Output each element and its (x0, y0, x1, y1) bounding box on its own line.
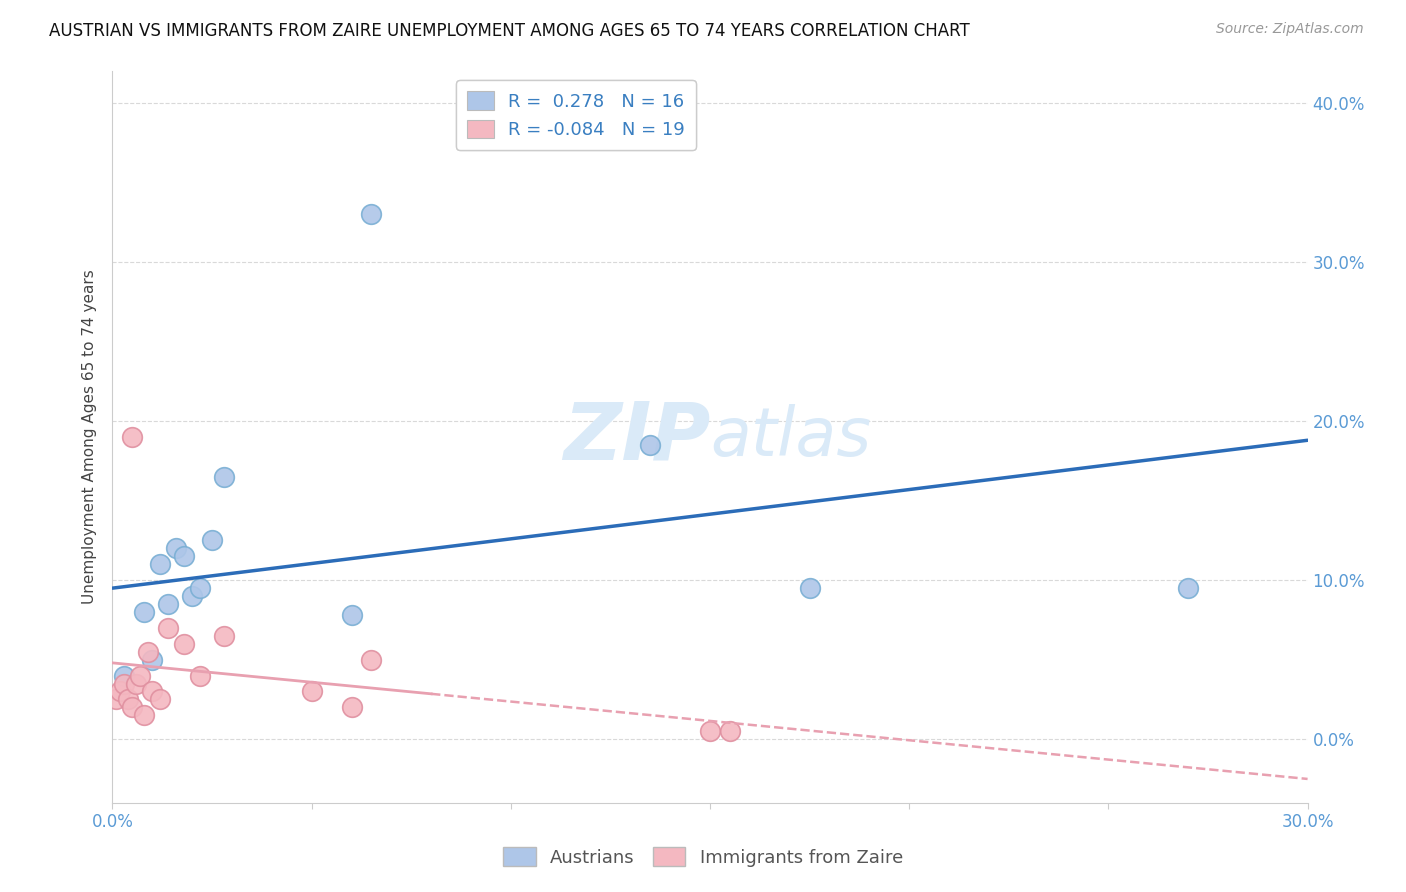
Point (121, 430, 143, 444)
Point (799, 581, 821, 595)
Point (138, 645, 160, 659)
Point (117, 692, 139, 706)
Point (173, 549, 195, 564)
Point (718, 724, 741, 739)
Point (340, 700, 363, 714)
Point (134, 605, 156, 619)
Point (173, 637, 195, 651)
Text: AUSTRIAN VS IMMIGRANTS FROM ZAIRE UNEMPLOYMENT AMONG AGES 65 TO 74 YEARS CORRELA: AUSTRIAN VS IMMIGRANTS FROM ZAIRE UNEMPL… (49, 22, 970, 40)
Point (212, 629, 235, 643)
Point (105, 692, 128, 706)
Point (141, 684, 163, 698)
Text: Source: ZipAtlas.com: Source: ZipAtlas.com (1216, 22, 1364, 37)
Point (181, 589, 204, 603)
Point (114, 676, 135, 690)
Point (640, 438, 662, 452)
Point (1177, 581, 1199, 595)
Legend: Austrians, Immigrants from Zaire: Austrians, Immigrants from Zaire (496, 840, 910, 874)
Point (134, 708, 156, 723)
Text: atlas: atlas (710, 404, 872, 470)
Point (114, 668, 135, 682)
Point (129, 668, 152, 682)
Point (157, 597, 180, 611)
Y-axis label: Unemployment Among Ages 65 to 74 years: Unemployment Among Ages 65 to 74 years (82, 269, 97, 605)
Point (141, 653, 163, 667)
Point (340, 608, 363, 623)
Point (121, 700, 143, 714)
Point (188, 581, 211, 595)
Point (110, 684, 132, 698)
Point (188, 668, 211, 682)
Point (699, 724, 721, 739)
Point (301, 684, 323, 698)
Point (360, 653, 382, 667)
Point (149, 558, 172, 572)
Point (201, 533, 224, 548)
Point (165, 541, 187, 556)
Text: ZIP: ZIP (562, 398, 710, 476)
Legend: R =  0.278   N = 16, R = -0.084   N = 19: R = 0.278 N = 16, R = -0.084 N = 19 (456, 80, 696, 150)
Point (360, 207, 382, 221)
Point (149, 692, 172, 706)
Point (125, 676, 148, 690)
Point (212, 470, 235, 484)
Point (157, 621, 180, 635)
